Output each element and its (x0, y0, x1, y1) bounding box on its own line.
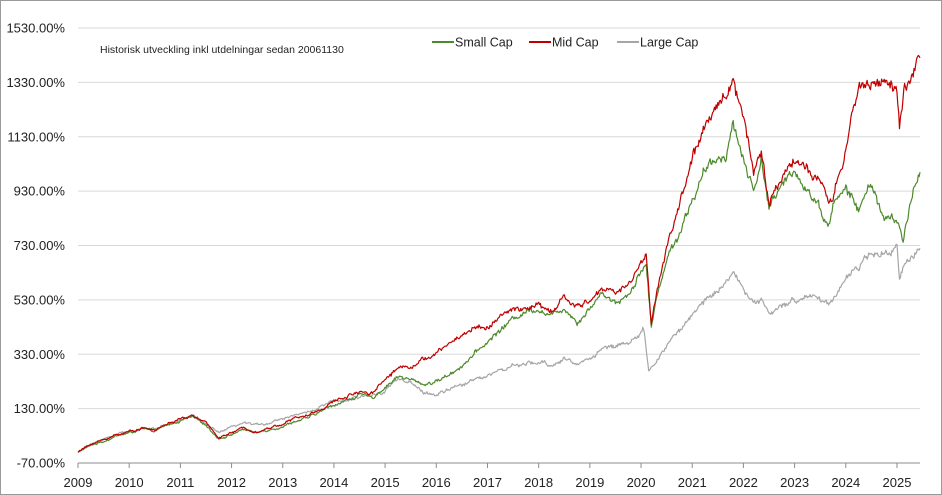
x-tick-label: 2022 (729, 475, 758, 490)
x-tick-label: 2019 (575, 475, 604, 490)
gridlines (78, 27, 920, 464)
x-tick-label: 2009 (64, 475, 93, 490)
y-tick-label: 330.00% (14, 347, 66, 362)
y-tick-label: 730.00% (14, 238, 66, 253)
x-tick-label: 2014 (319, 475, 348, 490)
legend-label: Small Cap (455, 36, 513, 50)
y-tick-label: 1130.00% (7, 129, 65, 144)
x-tick-label: 2016 (422, 475, 451, 490)
y-tick-label: 930.00% (14, 184, 66, 199)
x-tick-label: 2015 (371, 475, 400, 490)
y-tick-label: 1330.00% (6, 75, 65, 90)
series-line-small-cap (77, 119, 921, 453)
x-tick-label: 2010 (115, 475, 144, 490)
x-tick-label: 2024 (831, 475, 860, 490)
legend: Small Cap Mid Cap Large Cap (432, 36, 698, 50)
y-tick-label: 1530.00% (6, 21, 65, 36)
x-tick-label: 2011 (166, 475, 194, 490)
x-axis: 2009 2010 2011 2012 2013 2014 2015 2016 2017 2018… (64, 462, 920, 490)
series-line-mid-cap (77, 54, 921, 453)
y-tick-label: 130.00% (14, 401, 66, 416)
x-tick-label: 2013 (268, 475, 297, 490)
x-tick-label: 2023 (780, 475, 809, 490)
legend-label: Mid Cap (552, 36, 599, 50)
series-lines (77, 54, 921, 453)
x-tick-label: 2017 (473, 475, 502, 490)
y-axis-tick-labels: 1530.00% 1330.00% 1130.00% 930.00% 730.00% 53… (6, 21, 65, 471)
y-tick-label: -70.00% (17, 456, 66, 471)
x-tick-label: 2021 (678, 475, 707, 490)
x-tick-label: 2012 (217, 475, 246, 490)
y-tick-label: 530.00% (14, 292, 66, 307)
x-tick-label: 2020 (627, 475, 656, 490)
legend-label: Large Cap (640, 36, 698, 50)
x-tick-label: 2025 (883, 475, 912, 490)
x-tick-label: 2018 (524, 475, 553, 490)
chart-annotation: Historisk utveckling inkl utdelningar se… (100, 44, 344, 56)
series-line-large-cap (77, 243, 921, 453)
